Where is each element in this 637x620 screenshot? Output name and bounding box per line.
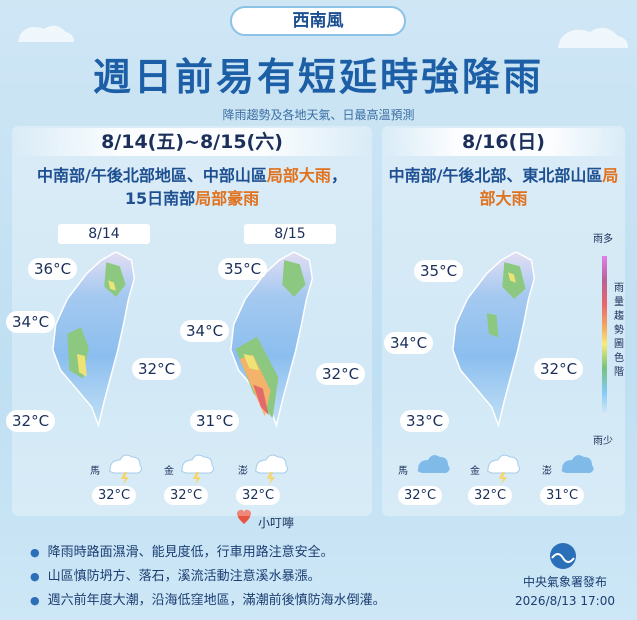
subtitle: 降雨趨勢及各地天氣、日最高溫預測 — [222, 108, 415, 122]
panel-date: 8/14(五)~8/15(六) — [12, 128, 372, 156]
island-name: 澎 — [542, 466, 552, 477]
temperature: 32°C — [316, 363, 366, 385]
headline: 中南部/午後北部、東北部山區局部大雨 — [382, 164, 625, 210]
headline-part: 中南部/午後北部、東北部山區 — [388, 166, 603, 185]
island-name: 澎 — [238, 466, 248, 477]
headline: 中南部/午後北部地區、中部山區局部大雨，15日南部局部豪雨 — [30, 164, 354, 210]
island-name: 金 — [164, 466, 174, 477]
tip: 降雨時路面濕滑、能見度低，行車用路注意安全。 — [30, 541, 334, 560]
headline-part: 局部豪雨 — [195, 189, 260, 208]
headline-part: 局部 — [266, 166, 299, 185]
temperature: 34°C — [384, 332, 434, 354]
temperature: 32°C — [132, 358, 182, 380]
reminder-title: 小叮嚀 — [258, 516, 295, 530]
island-temp: 32°C — [398, 486, 443, 505]
publish-time: 2026/8/13 17:00 — [515, 594, 615, 608]
temperature: 35°C — [218, 258, 268, 280]
headline-part: 中南部/午後北部地區、中部山區 — [37, 166, 267, 185]
publisher: 中央氣象署發布 — [522, 575, 607, 589]
legend-caption: 雨量趨勢圖色階 — [614, 283, 624, 378]
island-temp: 32°C — [164, 486, 209, 505]
map-label: 8/14 — [58, 224, 150, 244]
island-temp: 31°C — [540, 486, 585, 505]
temperature: 34°C — [6, 311, 56, 333]
temperature: 32°C — [6, 410, 56, 432]
panel-date: 8/16(日) — [382, 128, 625, 156]
island-name: 金 — [470, 466, 480, 477]
temperature: 34°C — [180, 320, 230, 342]
tip: 山區慎防坍方、落石，溪流活動注意溪水暴漲。 — [30, 565, 321, 584]
island-temp: 32°C — [236, 486, 281, 505]
island-temp: 32°C — [92, 486, 137, 505]
island-temp: 32°C — [468, 486, 513, 505]
legend-top: 雨多 — [593, 234, 613, 245]
map-label: 8/15 — [244, 224, 336, 244]
headline-part: ，15日南部 — [124, 166, 347, 208]
temperature: 31°C — [190, 410, 240, 432]
headline-part: 大雨 — [298, 166, 331, 185]
title: 週日前易有短延時強降雨 — [92, 55, 544, 99]
tip: 週六前年度大潮，沿海低窪地區，滿潮前後慎防海水倒灌。 — [30, 589, 386, 608]
panel-right — [382, 126, 625, 516]
island-name: 馬 — [398, 466, 408, 477]
temperature: 32°C — [534, 358, 584, 380]
headline-part: 局部大雨 — [479, 166, 619, 208]
legend-bottom: 雨少 — [593, 436, 613, 447]
island-name: 馬 — [90, 466, 100, 477]
temperature: 35°C — [414, 260, 464, 282]
temperature: 36°C — [28, 258, 78, 280]
temperature: 33°C — [400, 410, 450, 432]
tag: 西南風 — [230, 6, 406, 36]
